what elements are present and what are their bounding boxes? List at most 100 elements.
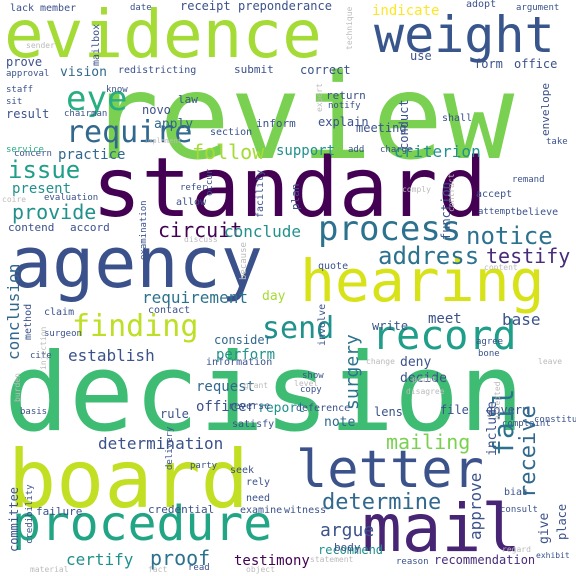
word-weight: weight: [374, 6, 555, 64]
word-board: board: [8, 433, 249, 526]
word-comply: comply: [402, 185, 431, 194]
word-committee: committee: [7, 486, 21, 552]
word-method: method: [23, 303, 34, 340]
word-form: form: [474, 57, 503, 71]
word-provide: provide: [12, 200, 97, 224]
word-burden: burden: [13, 373, 22, 402]
word-need: need: [246, 493, 271, 504]
word-shall: shall: [442, 113, 473, 124]
word-constitute: constitute: [534, 415, 576, 425]
word-testify: testify: [486, 244, 571, 268]
word-agency: agency: [10, 222, 263, 304]
word-mail: mail: [362, 490, 521, 567]
word-charge: charge: [380, 145, 413, 155]
word-fact: fact: [148, 565, 168, 574]
word-letter: letter: [296, 440, 484, 500]
word-govern: govern: [486, 403, 530, 417]
word-coire: coire: [2, 195, 27, 204]
word-involve: involve: [317, 303, 328, 346]
word-member: member: [40, 3, 77, 14]
word-discuss: discuss: [184, 235, 218, 244]
word-believe: believe: [516, 207, 559, 218]
word-officer: officer: [196, 399, 256, 415]
word-determine: determine: [322, 490, 442, 515]
word-support: support: [276, 143, 336, 159]
word-mailing: mailing: [386, 430, 471, 454]
word-grant: grant: [244, 381, 269, 390]
word-object: object: [246, 565, 275, 574]
word-read: read: [188, 563, 210, 573]
word-deference: deference: [296, 403, 351, 414]
word-seek: seek: [230, 465, 255, 476]
word-reason: reason: [396, 557, 429, 567]
word-apply: apply: [154, 117, 194, 132]
word-day: day: [262, 289, 286, 304]
word-indicate: indicate: [372, 3, 440, 19]
word-request: request: [196, 379, 256, 395]
word-service: service: [6, 145, 44, 155]
word-lens: lens: [374, 405, 403, 419]
word-prove: prove: [6, 55, 43, 69]
word-conclude: conclude: [224, 222, 302, 241]
word-disagree: disagree: [406, 387, 445, 396]
word-material: material: [30, 565, 69, 574]
word-follow: follow: [192, 140, 265, 164]
word-use: use: [410, 49, 432, 63]
word-correct: correct: [300, 63, 351, 77]
word-section: section: [210, 127, 253, 138]
word-expert: expert: [315, 83, 324, 112]
word-place: place: [555, 503, 569, 540]
word-argument: argument: [516, 3, 560, 13]
word-note: note: [324, 415, 356, 430]
word-leave: leave: [538, 357, 563, 366]
word-record: record: [372, 313, 517, 359]
word-standard: standard: [92, 141, 487, 236]
word-injection: injection: [39, 326, 48, 370]
word-contact: contact: [148, 305, 191, 316]
word-cite: cite: [30, 351, 52, 361]
word-contend: contend: [8, 221, 55, 234]
word-because: because: [239, 242, 249, 280]
word-office: office: [514, 57, 558, 71]
word-reverse: reverse: [228, 401, 271, 412]
word-notice: notice: [466, 222, 553, 250]
word-occur: occur: [205, 168, 215, 196]
word-evidence: evidence: [4, 0, 322, 73]
word-show: show: [302, 371, 324, 381]
word-regard: regard: [502, 545, 531, 554]
word-finding: finding: [72, 309, 199, 344]
word-staff: staff: [6, 85, 34, 95]
word-contract: contract: [447, 173, 456, 212]
word-recommend: recommend: [318, 543, 384, 557]
word-adopt: adopt: [466, 0, 497, 10]
word-credential: credential: [148, 503, 215, 516]
word-eye: eye: [66, 79, 128, 119]
word-failure: failure: [36, 505, 83, 518]
word-meeting: meeting: [356, 121, 407, 135]
word-deny: deny: [400, 355, 432, 370]
word-testimony: testimony: [234, 553, 310, 569]
word-file: file: [440, 403, 469, 417]
word-explain: explain: [318, 115, 369, 129]
word-level: level: [294, 379, 319, 388]
word-point: point: [412, 375, 437, 384]
word-refer: refer: [180, 183, 208, 193]
word-copy: copy: [300, 385, 322, 395]
word-preponderance: preponderance: [238, 0, 332, 13]
word-argue: argue: [320, 520, 375, 541]
word-issue: issue: [8, 156, 81, 184]
word-criterion: criterion: [394, 142, 481, 161]
word-delivery: delivery: [165, 426, 175, 470]
word-complaint: complaint: [502, 419, 551, 429]
word-consult: consult: [500, 505, 538, 515]
word-approval: approval: [6, 69, 50, 79]
word-know: know: [106, 85, 128, 95]
word-party: party: [190, 461, 218, 471]
word-exhibit: exhibit: [536, 551, 570, 560]
word-implement: implement: [144, 137, 182, 145]
word-allow: allow: [176, 197, 207, 208]
word-address: address: [378, 242, 480, 270]
word-surgery: surgery: [342, 334, 363, 410]
word-witness: witness: [284, 505, 327, 516]
